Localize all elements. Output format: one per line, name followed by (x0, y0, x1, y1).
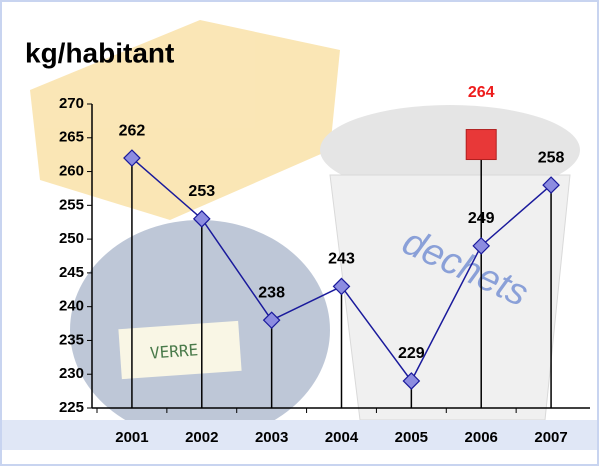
y-tick-label: 255 (59, 196, 84, 213)
bin-body (330, 175, 570, 420)
value-label: 264 (468, 84, 495, 101)
value-label: 243 (328, 251, 355, 268)
x-tick-label: 2005 (395, 429, 428, 446)
y-tick-label: 250 (59, 230, 84, 247)
chart: VERRE dechets kg/habitant 22523023524024… (0, 0, 599, 466)
bottom-band (0, 420, 599, 450)
value-label: 258 (538, 149, 565, 166)
y-tick-label: 240 (59, 298, 84, 315)
x-tick-label: 2001 (115, 429, 148, 446)
annotation: VERRE (149, 340, 198, 362)
value-label: 262 (119, 122, 146, 139)
y-tick-label: 245 (59, 264, 84, 281)
page: {"chart_data": {"type": "line", "title":… (0, 0, 599, 466)
value-label: 238 (258, 284, 285, 301)
marker (466, 130, 496, 160)
x-tick-label: 2004 (325, 429, 359, 446)
y-tick-label: 265 (59, 129, 84, 146)
x-tick-label: 2006 (465, 429, 498, 446)
value-label: 253 (188, 183, 215, 200)
x-tick-label: 2007 (534, 429, 567, 446)
chart-title: kg/habitant (25, 37, 174, 68)
y-tick-label: 270 (59, 95, 84, 112)
y-tick-label: 235 (59, 331, 84, 348)
y-tick-label: 260 (59, 163, 84, 180)
x-tick-label: 2003 (255, 429, 288, 446)
value-label: 229 (398, 345, 425, 362)
y-tick-label: 225 (59, 399, 84, 416)
y-tick-label: 230 (59, 365, 84, 382)
x-tick-label: 2002 (185, 429, 218, 446)
value-label: 249 (468, 210, 495, 227)
